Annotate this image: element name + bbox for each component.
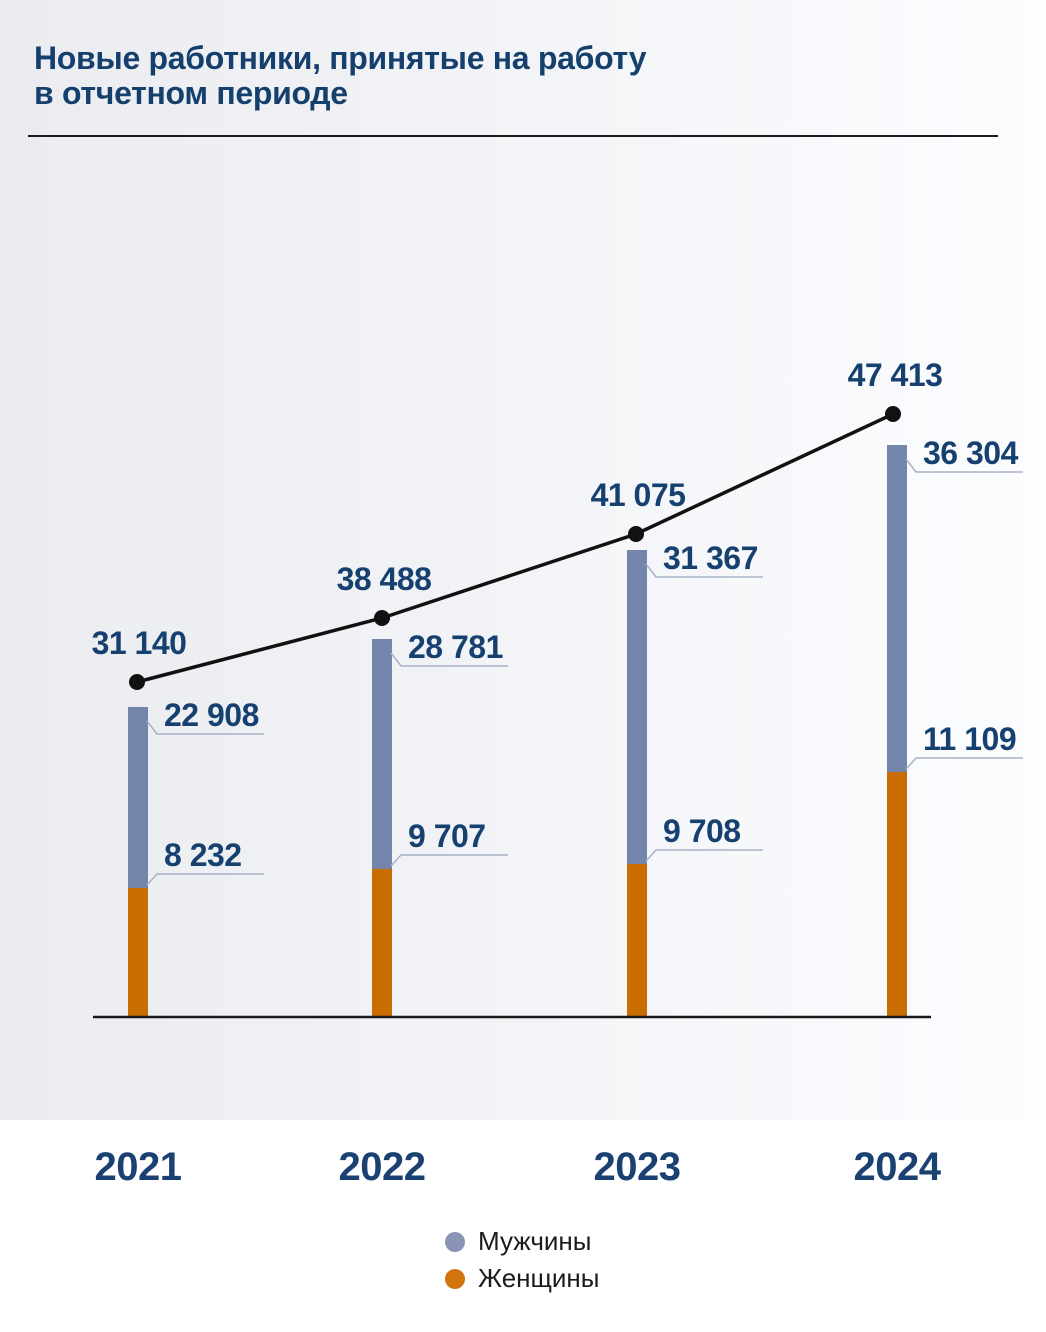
chart-plot-background <box>0 0 1046 1120</box>
bar-men-2022 <box>372 639 392 869</box>
total-label-2024: 47 413 <box>848 357 943 393</box>
bar-women-2022 <box>372 869 392 1017</box>
leader-men-2023 <box>645 563 763 578</box>
bar-men-2021 <box>128 707 148 888</box>
total-point-dot-2021 <box>129 674 145 690</box>
leader-women-2023 <box>645 849 763 862</box>
total-label-2022: 38 488 <box>337 561 432 597</box>
label-women-2021: 8 232 <box>164 837 242 873</box>
total-label-2021: 31 140 <box>92 625 187 661</box>
chart-legend: Мужчины Женщины <box>445 1226 600 1293</box>
label-men-2023: 31 367 <box>663 540 758 576</box>
page-title-line-2: в отчетном периоде <box>34 75 348 111</box>
year-label-2024: 2024 <box>854 1145 942 1189</box>
bar-men-2024 <box>887 445 907 772</box>
year-label-2021: 2021 <box>95 1145 182 1189</box>
year-label-2022: 2022 <box>339 1145 426 1189</box>
total-label-2023: 41 075 <box>591 477 686 513</box>
total-point-dot-2024 <box>885 406 901 422</box>
label-men-2022: 28 781 <box>408 629 503 665</box>
bar-women-2024 <box>887 772 907 1017</box>
legend-label-men: Мужчины <box>478 1226 592 1256</box>
label-men-2021: 22 908 <box>164 697 259 733</box>
legend-item-women: Женщины <box>445 1263 600 1293</box>
legend-label-women: Женщины <box>478 1263 600 1293</box>
label-women-2022: 9 707 <box>408 818 486 854</box>
page-title-line-1: Новые работники, принятые на работу <box>34 40 647 76</box>
total-point-dot-2023 <box>628 526 644 542</box>
leader-men-2022 <box>390 652 508 667</box>
bar-women-2023 <box>627 864 647 1017</box>
bar-women-2021 <box>128 888 148 1017</box>
leader-women-2022 <box>390 854 508 867</box>
leader-women-2021 <box>146 873 264 886</box>
leader-men-2024 <box>905 458 1023 473</box>
legend-item-men: Мужчины <box>445 1226 599 1256</box>
legend-marker-women-dot <box>445 1268 465 1289</box>
bar-men-2023 <box>627 550 647 864</box>
label-women-2023: 9 708 <box>663 813 741 849</box>
leader-women-2024 <box>905 757 1023 770</box>
legend-marker-men-dot <box>445 1231 465 1252</box>
total-point-dot-2022 <box>374 610 390 626</box>
leader-men-2021 <box>146 720 264 735</box>
title-divider <box>28 135 998 137</box>
total-trend-line <box>136 412 894 684</box>
label-women-2024: 11 109 <box>923 721 1016 757</box>
page-title: Новые работники, принятые на работу в от… <box>34 40 647 111</box>
year-label-2023: 2023 <box>594 1145 681 1189</box>
label-men-2024: 36 304 <box>923 435 1019 471</box>
